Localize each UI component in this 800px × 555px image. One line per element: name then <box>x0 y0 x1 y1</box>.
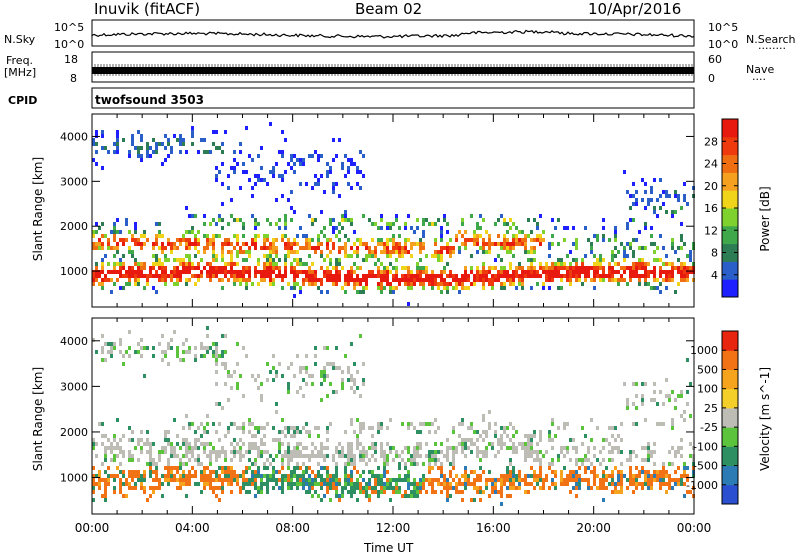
velocity-colorbar-swatch-7 <box>722 350 738 370</box>
nsearch-tick-bottom: 10^0 <box>708 38 739 51</box>
xtick-2: 08:00 <box>275 521 310 535</box>
velocity-colorbar-tick-5: -100 <box>693 440 718 453</box>
nsky-trace <box>91 29 695 39</box>
nave-dots: .... <box>752 70 766 83</box>
power-colorbar-tick-4: 12 <box>704 224 718 237</box>
velocity-colorbar-swatch-6 <box>722 369 738 390</box>
power-ytick-1: 2000 <box>60 220 88 233</box>
power-colorbar-tick-6: 4 <box>711 269 718 282</box>
power-colorbar-swatch-3 <box>722 225 738 245</box>
nsky-tick-top: 10^5 <box>54 21 85 34</box>
velocity-colorbar-swatch-4 <box>722 407 738 428</box>
power-colorbar-swatch-2 <box>722 243 738 262</box>
velocity-ytick-2: 3000 <box>60 380 88 393</box>
cpid-label: CPID <box>8 94 38 107</box>
velocity-colorbar-tick-7: -1000 <box>686 479 718 492</box>
date-title: 10/Apr/2016 <box>588 0 682 18</box>
power-colorbar: 28 24 20 16 12 8 4 <box>704 118 739 298</box>
velocity-colorbar-tick-4: -25 <box>700 421 718 434</box>
x-axis-label: Time UT <box>364 541 414 555</box>
velocity-ytick-1: 2000 <box>60 426 88 439</box>
velocity-panel: 1000 2000 3000 4000 <box>60 317 695 515</box>
velocity-ytick-3: 4000 <box>60 335 88 348</box>
nsearch-tick-top: 10^5 <box>708 21 739 34</box>
xtick-6: 00:00 <box>677 521 712 535</box>
power-colorbar-swatch-4 <box>722 208 738 227</box>
power-colorbar-tick-5: 8 <box>711 247 718 260</box>
power-colorbar-tick-0: 28 <box>704 135 718 148</box>
freq-tick-bottom: 8 <box>70 72 77 85</box>
power-colorbar-swatch-8 <box>722 136 738 156</box>
power-colorbar-tick-3: 16 <box>704 202 718 215</box>
power-colorbar-tick-2: 20 <box>704 180 718 193</box>
power-ytick-3: 4000 <box>60 130 88 143</box>
xtick-4: 16:00 <box>476 521 511 535</box>
velocity-colorbar-swatch-1 <box>722 465 738 486</box>
power-colorbar-swatch-7 <box>722 154 738 173</box>
strip-frame-0 <box>91 19 695 47</box>
velocity-colorbar-tick-3: 25 <box>704 402 718 415</box>
velocity-colorbar-tick-0: 1000 <box>690 344 718 357</box>
power-ytick-2: 3000 <box>60 175 88 188</box>
nave-tick-top: 60 <box>708 53 722 66</box>
velocity-colorbar: 1000 500 100 25 -25 -100 -500 -1000 <box>686 330 739 505</box>
nsky-label: N.Sky <box>4 33 36 46</box>
power-colorbar-tick-1: 24 <box>704 158 718 171</box>
velocity-colorbar-tick-1: 500 <box>697 363 718 376</box>
freq-label-2: [MHz] <box>4 66 37 79</box>
power-panel: 1000 2000 3000 4000 <box>60 113 695 308</box>
nsky-tick-bottom: 10^0 <box>54 38 85 51</box>
xtick-0: 00:00 <box>75 521 110 535</box>
nave-tick-bottom: 0 <box>708 72 715 85</box>
strip-frame-2 <box>91 87 695 109</box>
velocity-colorbar-tick-6: -500 <box>693 460 718 473</box>
power-colorbar-swatch-0 <box>722 279 738 298</box>
xtick-5: 20:00 <box>576 521 611 535</box>
xtick-1: 04:00 <box>175 521 210 535</box>
velocity-colorbar-swatch-5 <box>722 388 738 409</box>
freq-tick-top: 18 <box>64 53 78 66</box>
power-ytick-0: 1000 <box>60 265 88 278</box>
x-axis-ticks: 00:00 04:00 08:00 12:00 16:00 20:00 00:00 <box>75 521 712 535</box>
cpid-text: twofsound 3503 <box>95 93 204 107</box>
xtick-3: 12:00 <box>376 521 411 535</box>
beam-title: Beam 02 <box>355 0 423 18</box>
station-title: Inuvik (fitACF) <box>94 0 201 18</box>
freq-trace <box>92 67 694 74</box>
velocity-colorbar-swatch-2 <box>722 446 738 467</box>
velocity-colorbar-swatch-8 <box>722 331 738 351</box>
velocity-colorbar-tick-2: 100 <box>697 383 718 396</box>
nave-label: Nave <box>746 63 775 76</box>
parameter-strips <box>91 19 695 109</box>
power-colorbar-swatch-1 <box>722 261 738 280</box>
velocity-ytick-0: 1000 <box>60 472 88 485</box>
power-colorbar-swatch-5 <box>722 190 738 209</box>
velocity-colorbar-swatch-0 <box>722 484 738 505</box>
velocity-colorbar-swatch-3 <box>722 427 738 447</box>
power-colorbar-swatch-9 <box>722 119 738 138</box>
nsearch-label: N.Search <box>746 33 796 46</box>
power-colorbar-swatch-6 <box>722 172 738 191</box>
freq-label-1: Freq. <box>6 54 34 67</box>
nsearch-dots: ........ <box>758 39 786 52</box>
